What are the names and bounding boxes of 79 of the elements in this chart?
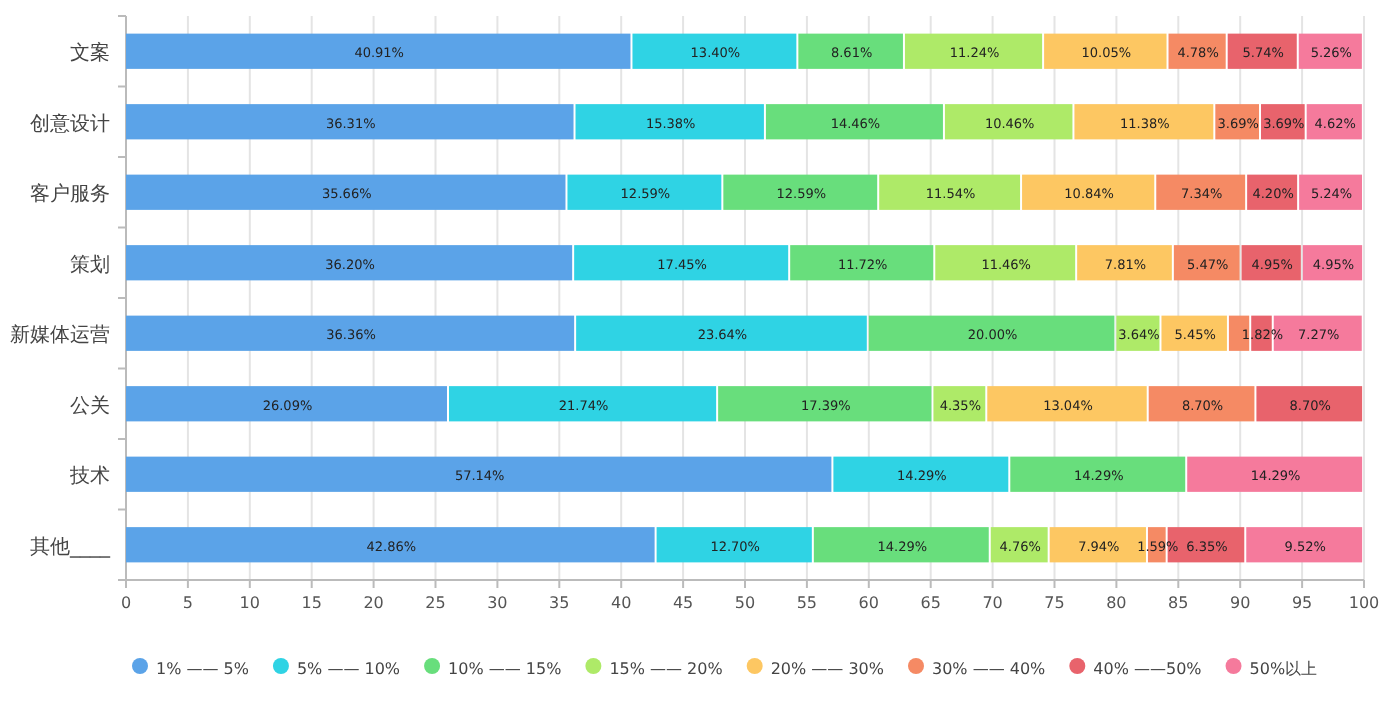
y-tick-label: 技术 <box>68 464 110 489</box>
bar <box>448 386 717 422</box>
bar <box>1156 174 1246 210</box>
x-tick-label: 0 <box>120 594 132 612</box>
bar <box>574 245 789 281</box>
y-tick-label: 其他____ <box>30 534 112 559</box>
bar <box>1077 245 1172 281</box>
y-tick-label: 公关 <box>70 393 110 418</box>
bar <box>1299 174 1362 210</box>
x-tick-label: 100 <box>1348 594 1380 612</box>
bar <box>935 245 1076 281</box>
bar <box>1074 104 1214 140</box>
bar <box>126 174 566 210</box>
bar <box>575 104 764 140</box>
bar <box>126 386 447 422</box>
x-tick-label: 65 <box>920 594 941 612</box>
bar <box>126 527 655 563</box>
legend-label: 50%以上 <box>1249 660 1318 678</box>
legend-label: 40% ——50% <box>1093 660 1203 678</box>
y-tick-label: 创意设计 <box>30 111 110 136</box>
legend-label: 10% —— 15% <box>448 660 563 678</box>
x-tick-label: 20 <box>363 594 384 612</box>
bar <box>126 315 575 351</box>
y-tick-label: 文案 <box>70 41 110 66</box>
y-tick-label: 新媒体运营 <box>10 323 110 348</box>
bar <box>904 33 1043 69</box>
x-tick-label: 50 <box>734 594 756 612</box>
bar <box>879 174 1021 210</box>
x-tick-label: 95 <box>1291 594 1313 612</box>
legend-label: 1% —— 5% <box>156 660 250 678</box>
bar <box>1010 456 1186 492</box>
bar <box>126 456 832 492</box>
x-tick-label: 25 <box>425 594 446 612</box>
bar <box>765 104 943 140</box>
x-tick-label: 15 <box>301 594 322 612</box>
legend-label: 5% —— 10% <box>296 660 401 678</box>
bar <box>1022 174 1155 210</box>
bar <box>1044 33 1167 69</box>
legend-label: 15% —— 20% <box>609 660 724 678</box>
legend-label: 30% —— 40% <box>932 660 1047 678</box>
bar <box>1161 315 1227 351</box>
x-tick-label: 10 <box>239 594 260 612</box>
x-tick-label: 45 <box>672 594 694 612</box>
bar <box>1256 386 1363 422</box>
bar <box>656 527 812 563</box>
x-tick-label: 30 <box>487 594 508 612</box>
bar <box>126 33 631 69</box>
x-tick-label: 85 <box>1168 594 1189 612</box>
bar <box>1246 527 1363 563</box>
x-tick-label: 40 <box>611 594 632 612</box>
bar <box>1173 245 1240 281</box>
bar <box>126 104 574 140</box>
legend-label: 20% —— 30% <box>770 660 885 678</box>
bar <box>126 245 573 281</box>
bar <box>723 174 878 210</box>
bar <box>987 386 1147 422</box>
bar <box>632 33 797 69</box>
x-tick-label: 60 <box>858 594 879 612</box>
x-tick-label: 55 <box>796 594 818 612</box>
y-tick-label: 策划 <box>70 252 110 277</box>
x-tick-label: 5 <box>182 594 193 612</box>
bar <box>868 315 1115 351</box>
bar <box>944 104 1073 140</box>
x-tick-label: 70 <box>982 594 1003 612</box>
bar <box>1187 456 1363 492</box>
bar <box>833 456 1009 492</box>
bar <box>576 315 867 351</box>
x-tick-label: 75 <box>1044 594 1065 612</box>
bar <box>1227 33 1297 69</box>
bar <box>813 527 989 563</box>
x-tick-label: 35 <box>549 594 570 612</box>
bar <box>718 386 932 422</box>
bar <box>567 174 722 210</box>
bar <box>790 245 934 281</box>
y-tick-label: 客户服务 <box>30 182 110 207</box>
bar <box>798 33 903 69</box>
x-tick-label: 90 <box>1230 594 1251 612</box>
x-tick-label: 80 <box>1106 594 1127 612</box>
bar <box>1148 386 1255 422</box>
